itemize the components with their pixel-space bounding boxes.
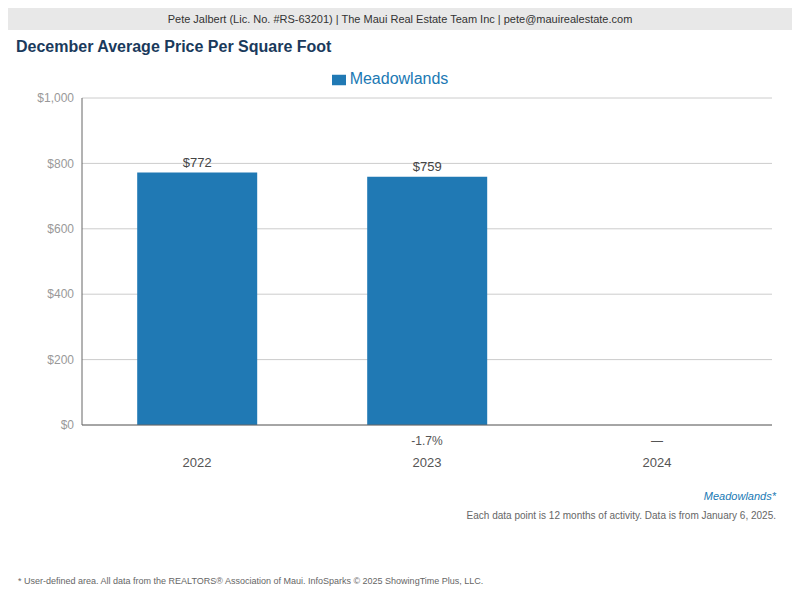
svg-text:-1.7%: -1.7%	[411, 434, 443, 448]
svg-text:$800: $800	[47, 157, 74, 171]
svg-text:$1,000: $1,000	[37, 91, 74, 105]
svg-text:2022: 2022	[183, 455, 212, 470]
html-text:Meadowlands*: Meadowlands*	[703, 490, 776, 502]
svg-text:$200: $200	[47, 353, 74, 367]
svg-text:$400: $400	[47, 287, 74, 301]
html-text:Each data point is 12 months o: Each data point is 12 months of activity…	[466, 510, 776, 521]
svg-text:$772: $772	[183, 155, 212, 170]
html-text:December Average Price Per Squ: December Average Price Per Square Foot	[16, 38, 332, 55]
svg-text:2024: 2024	[643, 455, 672, 470]
svg-text:2023: 2023	[413, 455, 442, 470]
html-text:* User-defined area. All data: * User-defined area. All data from the R…	[18, 576, 484, 586]
svg-text:$600: $600	[47, 222, 74, 236]
svg-text:$759: $759	[413, 159, 442, 174]
html-text:Pete Jalbert (Lic. No. #RS-632: Pete Jalbert (Lic. No. #RS-63201) | The …	[167, 13, 633, 25]
svg-text:—: —	[651, 434, 663, 448]
svg-text:$0: $0	[61, 418, 75, 432]
html-text:Meadowlands: Meadowlands	[349, 70, 449, 87]
